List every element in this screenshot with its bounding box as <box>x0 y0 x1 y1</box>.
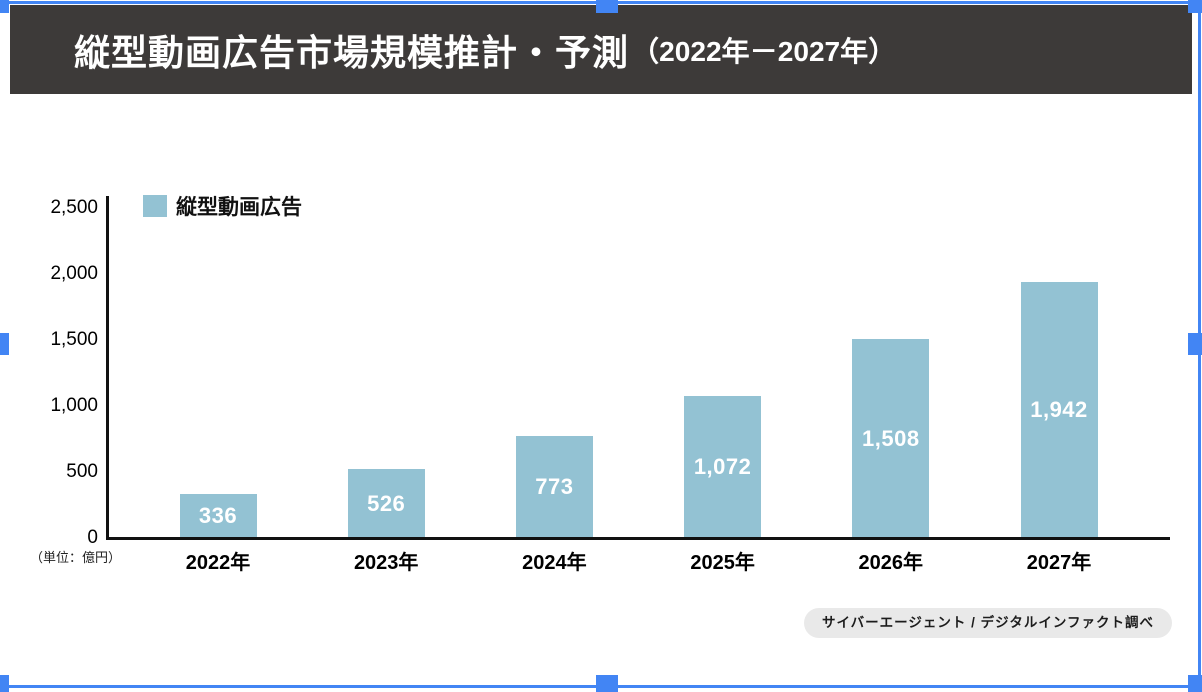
x-axis-label-2022: 2022年 <box>185 552 251 574</box>
chart-bar-2024: 773 <box>515 436 593 538</box>
chart-legend: 縦型動画広告 <box>143 191 302 221</box>
bar-value-label-2023: 526 <box>367 490 406 516</box>
chart-bar-2026: 1,508 <box>852 339 930 538</box>
y-axis-tick-2000: 2,000 <box>50 263 98 284</box>
chart-bar-2025: 1,072 <box>684 396 762 538</box>
legend-label: 縦型動画広告 <box>176 196 302 219</box>
chart-title-range: （2022年－2027年） <box>631 36 897 67</box>
y-axis-tick-2500: 2,500 <box>50 197 98 218</box>
x-axis-label-2024: 2024年 <box>522 552 587 574</box>
selection-handle-bottom-middle[interactable] <box>596 675 618 692</box>
y-axis-tick-500: 500 <box>66 461 98 482</box>
bar-value-label-2024: 773 <box>535 474 574 499</box>
x-axis-label-2027: 2027年 <box>1026 552 1092 574</box>
legend-swatch <box>143 195 167 217</box>
axis-unit-label: （単位：億円） <box>30 550 122 565</box>
bar-value-label-2027: 1,942 <box>1030 397 1088 422</box>
selection-handle-top-right[interactable] <box>1188 0 1202 13</box>
selection-handle-bottom-right[interactable] <box>1188 675 1202 692</box>
chart-title-bar: 縦型動画広告市場規模推計・予測 （2022年－2027年） <box>10 5 1192 94</box>
y-axis-tick-0: 0 <box>87 527 98 548</box>
y-axis-tick-1500: 1,500 <box>50 329 98 350</box>
selection-handle-top-middle[interactable] <box>596 0 618 13</box>
bar-value-label-2025: 1,072 <box>693 454 752 479</box>
x-axis-label-2023: 2023年 <box>353 552 419 574</box>
chart-title-main: 縦型動画広告市場規模推計・予測 <box>74 31 630 73</box>
y-axis-tick-1000: 1,000 <box>50 395 98 416</box>
chart-bar-2027: 1,942 <box>1020 282 1098 538</box>
chart-bar-2022: 336 <box>179 494 257 538</box>
source-badge-text: サイバーエージェント / デジタルインファクト調べ <box>821 615 1154 630</box>
y-axis <box>106 196 109 540</box>
bar-value-label-2026: 1,508 <box>862 425 920 451</box>
x-axis-label-2026: 2026年 <box>858 552 924 574</box>
bar-value-label-2022: 336 <box>198 503 238 528</box>
selection-handle-bottom-left[interactable] <box>0 675 9 692</box>
x-axis-label-2025: 2025年 <box>690 552 755 574</box>
selection-handle-middle-left[interactable] <box>0 333 9 355</box>
source-badge: サイバーエージェント / デジタルインファクト調べ <box>803 608 1172 638</box>
chart-bar-2023: 526 <box>347 469 425 538</box>
selection-handle-middle-right[interactable] <box>1188 333 1202 355</box>
selection-handle-top-left[interactable] <box>0 0 9 13</box>
x-axis <box>106 537 1170 540</box>
